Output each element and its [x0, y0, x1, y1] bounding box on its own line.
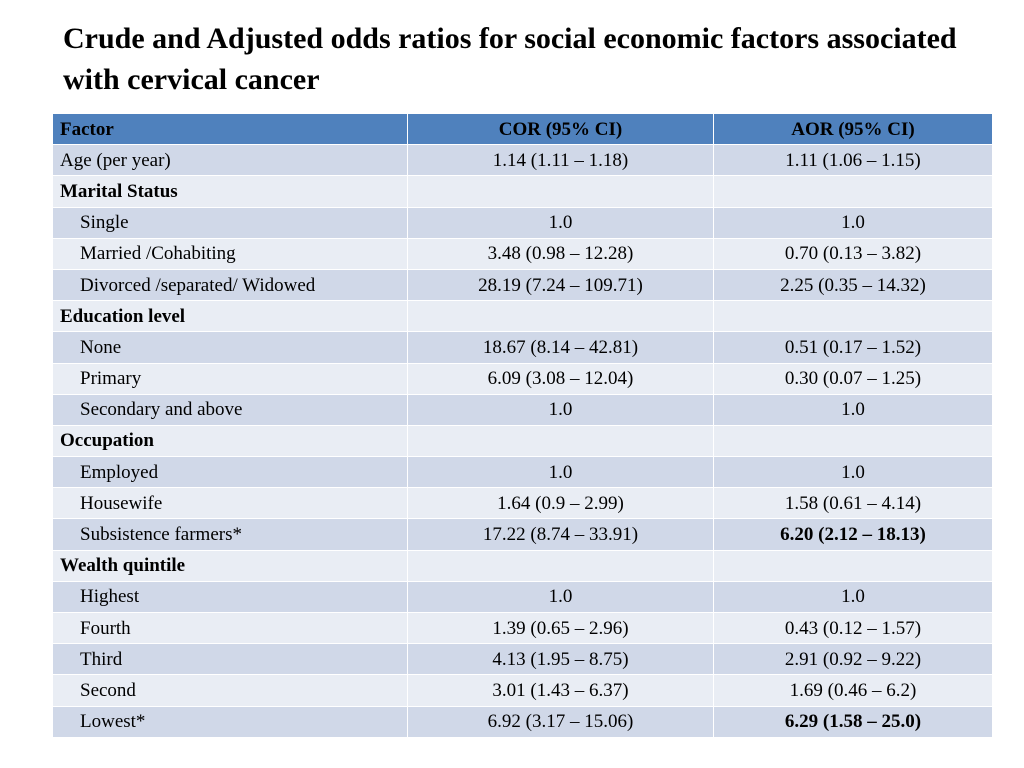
factor-cell: Subsistence farmers* — [52, 518, 408, 551]
group-label: Wealth quintile — [52, 549, 408, 582]
aor-cell: 1.0 — [713, 456, 993, 489]
table-row: Fourth 1.39 (0.65 – 2.96) 0.43 (0.12 – 1.5… — [52, 611, 993, 645]
table-row: Divorced /separated/ Widowed 28.19 (7.24 … — [52, 268, 993, 302]
aor-cell: 1.11 (1.06 – 1.15) — [713, 144, 993, 177]
table-row: None 18.67 (8.14 – 42.81) 0.51 (0.17 – 1.5… — [52, 331, 993, 364]
cor-cell: 1.39 (0.65 – 2.96) — [407, 611, 714, 645]
cor-cell — [407, 424, 714, 458]
header-factor: Factor — [52, 112, 408, 146]
table-row: Primary 6.09 (3.08 – 12.04) 0.30 (0.07 – 1… — [52, 362, 993, 395]
table-group-row: Marital Status — [52, 175, 993, 208]
table-row: Housewife 1.64 (0.9 – 2.99) 1.58 (0.61 – 4… — [52, 487, 993, 520]
table-row: Subsistence farmers* 17.22 (8.74 – 33.91)… — [52, 518, 993, 551]
table-row: Highest 1.0 1.0 — [52, 580, 993, 614]
factor-cell: Housewife — [52, 487, 408, 520]
table-row: Second 3.01 (1.43 – 6.37) 1.69 (0.46 – 6.2… — [52, 674, 993, 707]
factor-cell: None — [52, 331, 408, 364]
aor-cell: 1.0 — [713, 580, 993, 614]
factor-cell: Divorced /separated/ Widowed — [52, 268, 408, 302]
table-row: Employed 1.0 1.0 — [52, 456, 993, 489]
cor-cell: 3.01 (1.43 – 6.37) — [407, 674, 714, 707]
cor-cell: 28.19 (7.24 – 109.71) — [407, 268, 714, 302]
table-row: Third 4.13 (1.95 – 8.75) 2.91 (0.92 – 9.22… — [52, 643, 993, 676]
cor-cell: 1.64 (0.9 – 2.99) — [407, 487, 714, 520]
factor-cell: Lowest* — [52, 705, 408, 738]
header-cor: COR (95% CI) — [407, 112, 714, 146]
aor-cell: 0.70 (0.13 – 3.82) — [713, 237, 993, 270]
aor-cell: 0.51 (0.17 – 1.52) — [713, 331, 993, 364]
cor-cell — [407, 549, 714, 582]
cor-cell: 4.13 (1.95 – 8.75) — [407, 643, 714, 676]
aor-cell — [713, 549, 993, 582]
cor-cell: 1.0 — [407, 456, 714, 489]
aor-cell: 2.91 (0.92 – 9.22) — [713, 643, 993, 676]
cor-cell: 1.0 — [407, 393, 714, 426]
factor-cell: Fourth — [52, 611, 408, 645]
factor-cell: Third — [52, 643, 408, 676]
group-label: Marital Status — [52, 175, 408, 208]
factor-cell: Secondary and above — [52, 393, 408, 426]
aor-cell — [713, 175, 993, 208]
header-aor: AOR (95% CI) — [713, 112, 993, 146]
aor-cell — [713, 300, 993, 333]
aor-cell: 6.20 (2.12 – 18.13) — [713, 518, 993, 551]
aor-cell: 1.0 — [713, 206, 993, 239]
cor-cell: 3.48 (0.98 – 12.28) — [407, 237, 714, 270]
factor-cell: Married /Cohabiting — [52, 237, 408, 270]
table-header-row: Factor COR (95% CI) AOR (95% CI) — [52, 112, 993, 146]
factor-cell: Highest — [52, 580, 408, 614]
cor-cell: 6.92 (3.17 – 15.06) — [407, 705, 714, 738]
odds-ratio-table: Factor COR (95% CI) AOR (95% CI) Age (pe… — [52, 112, 993, 738]
table-row: Lowest* 6.92 (3.17 – 15.06) 6.29 (1.58 – 2… — [52, 705, 993, 738]
cor-cell — [407, 300, 714, 333]
aor-cell: 1.0 — [713, 393, 993, 426]
table-group-row: Occupation — [52, 424, 993, 458]
table-row: Single 1.0 1.0 — [52, 206, 993, 239]
factor-cell: Employed — [52, 456, 408, 489]
table-group-row: Education level — [52, 300, 993, 333]
aor-cell: 1.58 (0.61 – 4.14) — [713, 487, 993, 520]
cor-cell: 1.0 — [407, 580, 714, 614]
factor-cell: Primary — [52, 362, 408, 395]
aor-cell: 0.30 (0.07 – 1.25) — [713, 362, 993, 395]
factor-cell: Second — [52, 674, 408, 707]
table-row: Married /Cohabiting 3.48 (0.98 – 12.28) 0.… — [52, 237, 993, 270]
slide-title: Crude and Adjusted odds ratios for socia… — [63, 22, 957, 96]
aor-cell: 2.25 (0.35 – 14.32) — [713, 268, 993, 302]
table-row: Secondary and above 1.0 1.0 — [52, 393, 993, 426]
group-label: Occupation — [52, 424, 408, 458]
cor-cell: 1.14 (1.11 – 1.18) — [407, 144, 714, 177]
factor-cell: Single — [52, 206, 408, 239]
aor-cell: 6.29 (1.58 – 25.0) — [713, 705, 993, 738]
aor-cell: 0.43 (0.12 – 1.57) — [713, 611, 993, 645]
factor-cell: Age (per year) — [52, 144, 408, 177]
aor-cell: 1.69 (0.46 – 6.2) — [713, 674, 993, 707]
group-label: Education level — [52, 300, 408, 333]
cor-cell: 18.67 (8.14 – 42.81) — [407, 331, 714, 364]
cor-cell: 6.09 (3.08 – 12.04) — [407, 362, 714, 395]
cor-cell — [407, 175, 714, 208]
aor-cell — [713, 424, 993, 458]
cor-cell: 1.0 — [407, 206, 714, 239]
table-body: Age (per year) 1.14 (1.11 – 1.18) 1.11 (1.… — [52, 144, 993, 738]
cor-cell: 17.22 (8.74 – 33.91) — [407, 518, 714, 551]
table-group-row: Wealth quintile — [52, 549, 993, 582]
table-row: Age (per year) 1.14 (1.11 – 1.18) 1.11 (1.… — [52, 144, 993, 177]
